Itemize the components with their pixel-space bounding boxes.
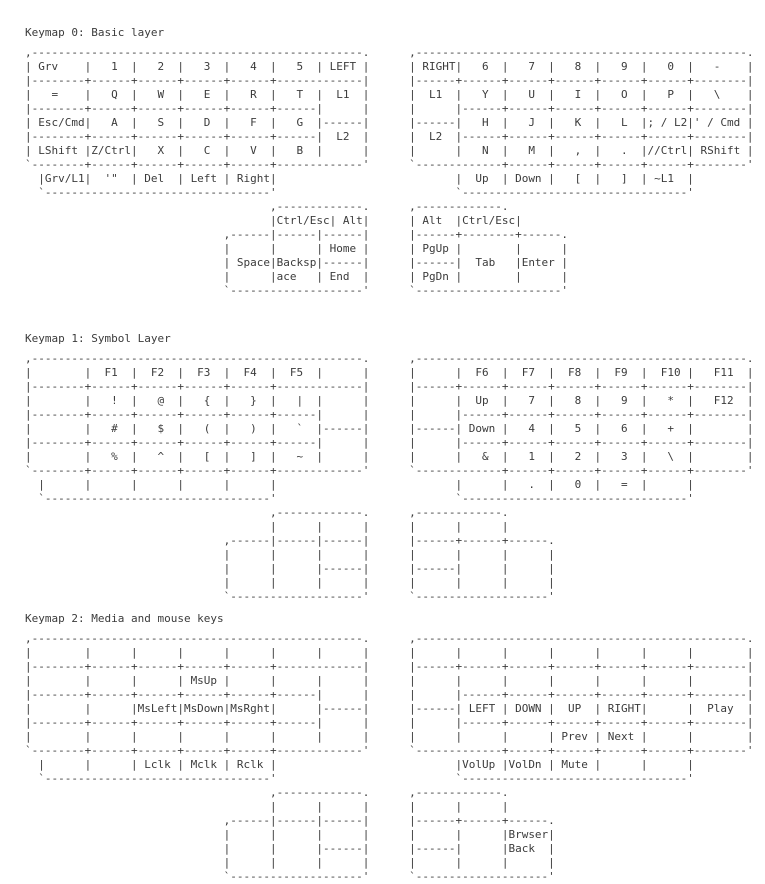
keymap-2-title: Keymap 2: Media and mouse keys xyxy=(25,612,224,625)
keymap-section-basic-layer: Keymap 0: Basic layer ,-----------------… xyxy=(25,26,765,298)
keymap-1-title: Keymap 1: Symbol Layer xyxy=(25,332,171,345)
keymap-0-title: Keymap 0: Basic layer xyxy=(25,26,165,39)
keymap-2-ascii-art: ,---------------------------------------… xyxy=(25,632,754,883)
keymap-section-media-mouse-keys: Keymap 2: Media and mouse keys ,--------… xyxy=(25,612,765,884)
keymap-section-symbol-layer: Keymap 1: Symbol Layer ,----------------… xyxy=(25,332,765,604)
keymap-0-ascii-art: ,---------------------------------------… xyxy=(25,46,754,297)
keymap-1-ascii-art: ,---------------------------------------… xyxy=(25,352,754,603)
